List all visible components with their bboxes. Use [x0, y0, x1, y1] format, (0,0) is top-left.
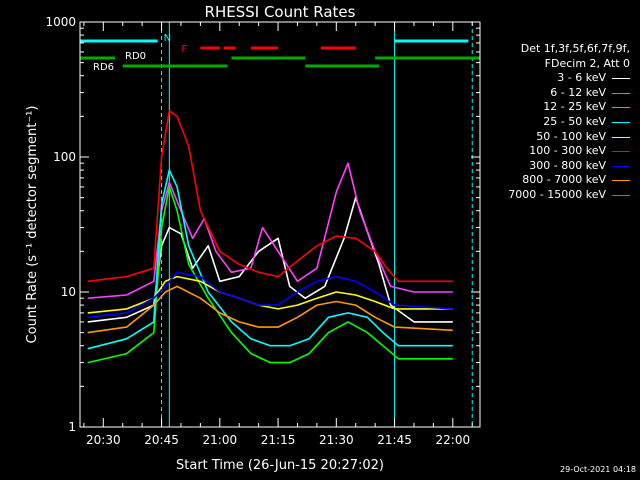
legend-label: 50 - 100 keV [536, 129, 606, 143]
x-tick-label-2: 21:00 [203, 433, 238, 447]
y-tick-label-2: 100 [53, 150, 76, 164]
x-tick-label-6: 22:00 [436, 433, 471, 447]
legend-swatch [612, 136, 630, 138]
series-line-5 [87, 110, 453, 283]
bar-label-rd6: RD6 [93, 62, 114, 73]
y-tick-label-3: 1000 [45, 15, 76, 29]
series-line-3 [87, 169, 453, 350]
legend-entry-5: 100 - 300 keV [482, 144, 632, 159]
x-tick-label-4: 21:30 [319, 433, 354, 447]
legend-entry-3: 25 - 50 keV [482, 115, 632, 130]
legend-swatch [612, 151, 630, 153]
legend-swatch [612, 180, 630, 182]
y-tick-label-0: 1 [68, 420, 76, 434]
legend: Det 1f,3f,5f,6f,7f,9f, FDecim 2, Att 0 3… [482, 42, 632, 203]
legend-swatch [612, 194, 630, 196]
legend-swatch [612, 107, 630, 109]
legend-entry-8: 7000 - 15000 keV [482, 188, 632, 203]
plot-frame [79, 21, 481, 428]
timestamp: 29-Oct-2021 04:18 [560, 465, 636, 474]
legend-entry-7: 800 - 7000 keV [482, 173, 632, 188]
legend-header-line-1: Det 1f,3f,5f,6f,7f,9f, [520, 42, 630, 55]
legend-label: 25 - 50 keV [543, 114, 606, 128]
legend-label: 300 - 800 keV [529, 158, 606, 172]
x-tick-label-0: 20:30 [86, 433, 121, 447]
legend-label: 7000 - 15000 keV [508, 187, 606, 201]
legend-entry-0: 3 - 6 keV [482, 71, 632, 86]
series-line-6 [87, 271, 453, 319]
x-tick-label-1: 20:45 [144, 433, 179, 447]
series-line-7 [87, 285, 453, 334]
chart-title: RHESSI Count Rates [205, 3, 356, 21]
legend-swatch [612, 92, 630, 94]
legend-swatch [612, 78, 630, 80]
legend-label: 100 - 300 keV [529, 144, 606, 158]
legend-label: 6 - 12 keV [550, 85, 606, 99]
series-line-1 [87, 162, 453, 299]
x-tick-label-3: 21:15 [261, 433, 296, 447]
legend-label: 3 - 6 keV [557, 71, 606, 85]
legend-header-line-2: FDecim 2, Att 0 [544, 56, 630, 70]
legend-swatch [612, 165, 630, 167]
bar-label-f: F [181, 44, 187, 55]
y-tick-label-1: 10 [61, 285, 76, 299]
legend-entry-6: 300 - 800 keV [482, 159, 632, 174]
bar-label-rd0: RD0 [125, 51, 146, 62]
legend-entry-4: 50 - 100 keV [482, 130, 632, 145]
y-axis-label: Count Rate (s⁻¹ detector segment⁻¹) [25, 106, 40, 344]
legend-entry-1: 6 - 12 keV [482, 86, 632, 101]
x-axis-label: Start Time (26-Jun-15 20:27:02) [176, 458, 384, 473]
x-tick-label-5: 21:45 [377, 433, 412, 447]
bar-label-n: N [164, 33, 171, 44]
series-line-4 [87, 275, 453, 314]
legend-entry-2: 12 - 25 keV [482, 100, 632, 115]
legend-label: 800 - 7000 keV [522, 173, 606, 187]
series-line-2 [87, 186, 453, 364]
legend-swatch [612, 121, 630, 123]
legend-label: 12 - 25 keV [543, 100, 606, 114]
